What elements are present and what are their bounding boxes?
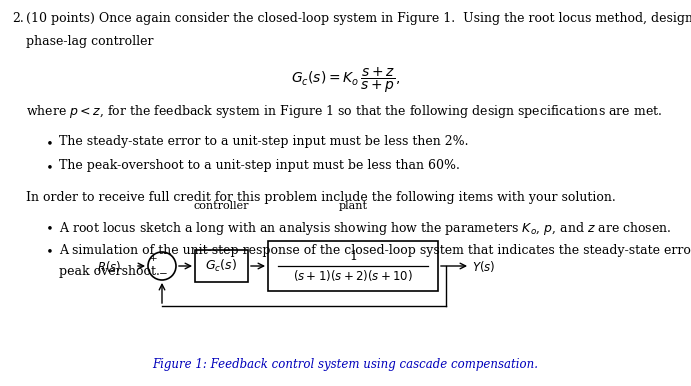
Text: phase-lag controller: phase-lag controller xyxy=(26,35,154,48)
Text: In order to receive full credit for this problem include the following items wit: In order to receive full credit for this… xyxy=(26,191,616,204)
Text: A root locus sketch a long with an analysis showing how the parameters $K_o$, $p: A root locus sketch a long with an analy… xyxy=(59,220,671,237)
Text: peak overshoot.: peak overshoot. xyxy=(59,265,160,278)
Text: −: − xyxy=(159,270,168,279)
Text: 2.: 2. xyxy=(12,12,24,25)
Text: $G_c(s)$: $G_c(s)$ xyxy=(205,258,238,274)
Text: Figure 1: Feedback control system using cascade compensation.: Figure 1: Feedback control system using … xyxy=(153,358,538,371)
Text: 1: 1 xyxy=(349,250,357,263)
FancyBboxPatch shape xyxy=(195,250,248,282)
Text: $R(s)$: $R(s)$ xyxy=(97,259,122,274)
Text: A simulation of the unit-step response of the closed-loop system that indicates : A simulation of the unit-step response o… xyxy=(59,244,691,257)
Text: $(s+1)(s+2)(s+10)$: $(s+1)(s+2)(s+10)$ xyxy=(293,268,413,283)
Text: $Y(s)$: $Y(s)$ xyxy=(472,259,495,274)
Text: $\bullet$: $\bullet$ xyxy=(45,244,53,257)
Text: $G_c(s) = K_o\,\dfrac{s + z}{s + p},$: $G_c(s) = K_o\,\dfrac{s + z}{s + p},$ xyxy=(291,66,400,95)
Text: plant: plant xyxy=(339,201,368,211)
FancyBboxPatch shape xyxy=(268,241,438,291)
Text: $\bullet$: $\bullet$ xyxy=(45,220,53,233)
Text: (10 points) Once again consider the closed-loop system in Figure 1.  Using the r: (10 points) Once again consider the clos… xyxy=(26,12,691,25)
Text: where $p < z$, for the feedback system in Figure 1 so that the following design : where $p < z$, for the feedback system i… xyxy=(26,103,663,120)
Text: The peak-overshoot to a unit-step input must be less than 60%.: The peak-overshoot to a unit-step input … xyxy=(59,159,460,172)
Text: controller: controller xyxy=(193,201,249,211)
Text: $\bullet$: $\bullet$ xyxy=(45,159,53,172)
Text: +: + xyxy=(149,254,158,263)
Text: $\bullet$: $\bullet$ xyxy=(45,135,53,148)
Text: The steady-state error to a unit-step input must be less then 2%.: The steady-state error to a unit-step in… xyxy=(59,135,468,148)
